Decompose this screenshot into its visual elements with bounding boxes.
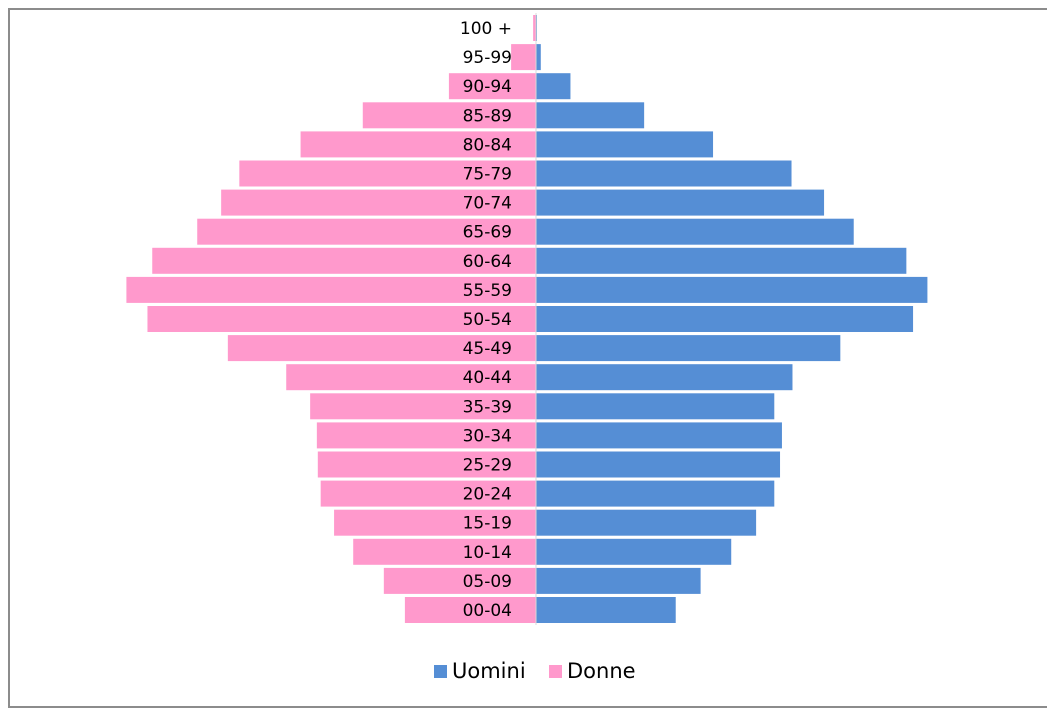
category-label: 45-49: [463, 339, 512, 359]
bar-uomini-85-89: [536, 102, 645, 129]
bar-uomini-80-84: [536, 131, 714, 158]
category-label: 100 +: [460, 19, 512, 39]
category-label: 95-99: [463, 48, 512, 68]
bar-donne-85-89: [362, 102, 536, 129]
category-label: 35-39: [463, 397, 512, 417]
bar-uomini-10-14: [536, 538, 732, 565]
category-label: 15-19: [463, 514, 512, 534]
category-label: 85-89: [463, 106, 512, 126]
bar-uomini-95-99: [536, 44, 541, 71]
category-label: 60-64: [463, 252, 512, 272]
category-label: 00-04: [463, 601, 512, 621]
category-label: 90-94: [463, 77, 512, 97]
category-label: 20-24: [463, 485, 512, 505]
category-labels-layer: 00-04 05-09 10-14 15-19 20-24 25-29 30-34 35-39…: [460, 19, 512, 621]
bar-donne-30-34: [316, 422, 536, 449]
bar-donne-35-39: [310, 393, 536, 420]
bar-donne-50-54: [147, 306, 536, 332]
bar-donne-05-09: [383, 567, 536, 594]
bar-uomini-65-69: [536, 218, 854, 245]
category-label: 40-44: [463, 368, 512, 388]
bar-donne-20-24: [320, 480, 536, 507]
bar-donne-10-14: [353, 538, 536, 565]
bar-uomini-00-04: [536, 597, 676, 623]
bar-donne-80-84: [300, 131, 536, 158]
chart-frame: 00-04 05-09 10-14 15-19 20-24 25-29 30-34 35-39…: [8, 8, 1047, 708]
bar-uomini-45-49: [536, 335, 841, 362]
bar-donne-15-19: [334, 509, 536, 536]
category-label: 80-84: [463, 135, 512, 155]
bar-uomini-70-74: [536, 189, 825, 216]
bar-donne-25-29: [317, 451, 536, 478]
category-label: 10-14: [463, 543, 512, 563]
bar-uomini-05-09: [536, 567, 701, 594]
category-label: 30-34: [463, 426, 512, 446]
legend-label-uomini: Uomini: [452, 659, 526, 683]
bar-uomini-50-54: [536, 306, 914, 332]
bar-donne-00-04: [404, 597, 536, 623]
legend: Uomini Donne: [434, 659, 636, 683]
bar-donne-40-44: [286, 364, 536, 391]
bar-uomini-20-24: [536, 480, 775, 507]
category-label: 50-54: [463, 310, 512, 330]
bar-uomini-25-29: [536, 451, 781, 478]
category-label: 70-74: [463, 194, 512, 214]
legend-key-donne: [549, 665, 562, 678]
bar-uomini-55-59: [536, 276, 928, 303]
bars-layer: [126, 13, 928, 625]
category-label: 75-79: [463, 165, 512, 185]
bar-donne-75-79: [239, 160, 536, 187]
bar-donne-55-59: [126, 276, 537, 303]
bar-donne-45-49: [227, 335, 536, 362]
bar-uomini-90-94: [536, 73, 571, 100]
legend-label-donne: Donne: [567, 659, 636, 683]
bar-uomini-15-19: [536, 509, 757, 536]
bar-donne-60-64: [152, 247, 537, 274]
population-pyramid-chart: 00-04 05-09 10-14 15-19 20-24 25-29 30-34 35-39…: [126, 13, 928, 683]
bar-uomini-35-39: [536, 393, 775, 420]
bar-uomini-60-64: [536, 247, 907, 274]
bar-donne-100: [533, 15, 536, 41]
bar-donne-95-99: [511, 44, 536, 71]
category-label: 05-09: [463, 572, 512, 592]
bar-donne-70-74: [221, 189, 536, 216]
category-label: 25-29: [463, 456, 512, 476]
bar-donne-65-69: [197, 218, 537, 245]
legend-key-uomini: [434, 665, 447, 678]
category-label: 55-59: [463, 281, 512, 301]
category-label: 65-69: [463, 223, 512, 243]
bar-uomini-40-44: [536, 364, 793, 391]
bar-uomini-30-34: [536, 422, 782, 449]
bar-donne-90-94: [448, 73, 536, 100]
bar-uomini-75-79: [536, 160, 792, 187]
